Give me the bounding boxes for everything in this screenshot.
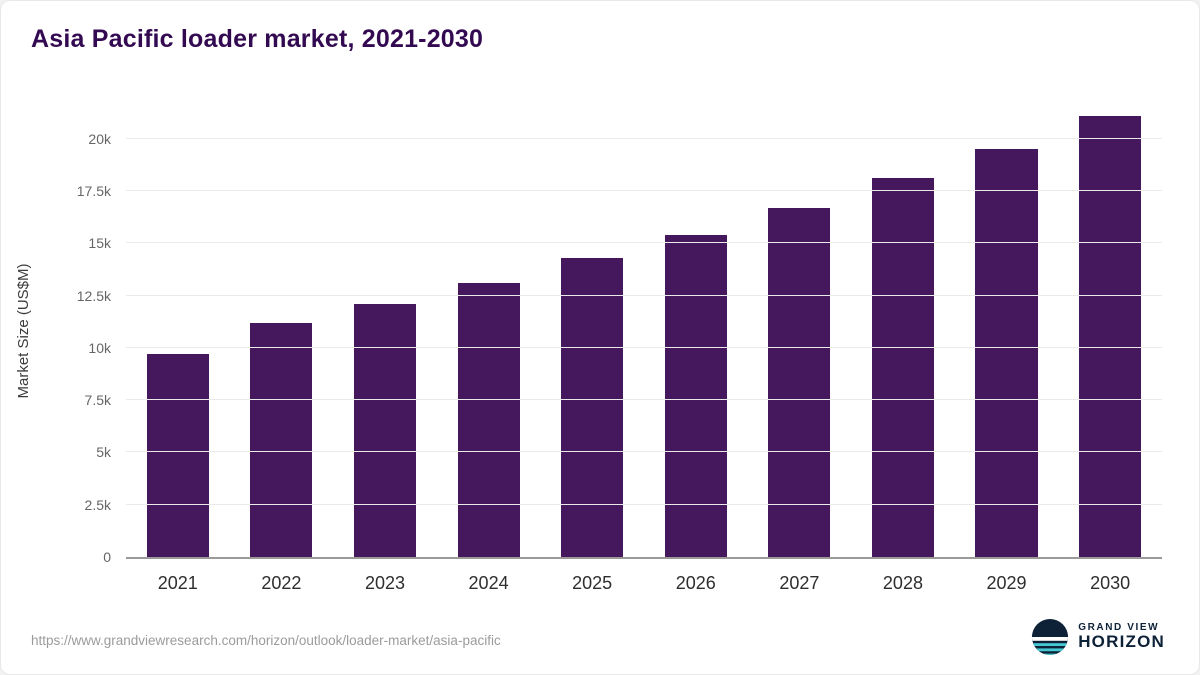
bar-slot xyxy=(851,101,955,557)
bar-slot xyxy=(540,101,644,557)
bar-2027[interactable] xyxy=(768,207,831,557)
bar-2022[interactable] xyxy=(250,322,313,557)
bar-2023[interactable] xyxy=(353,303,417,557)
bar-2025[interactable] xyxy=(561,257,624,557)
y-tick-label: 20k xyxy=(88,130,111,147)
bar-slot xyxy=(1058,101,1162,557)
chart-title: Asia Pacific loader market, 2021-2030 xyxy=(31,25,484,53)
x-tick-label: 2029 xyxy=(986,573,1027,593)
plot-area: 0 2.5k 5k 7.5k 10k 12.5k 15k 17.5k 20k xyxy=(77,101,1162,565)
x-axis-labels: 2021 2022 2023 2024 2025 2026 2027 2028 2029 2030 xyxy=(126,567,1162,597)
x-tick-label: 2030 xyxy=(1090,573,1131,593)
brand-name-top: GRAND VIEW xyxy=(1078,622,1160,634)
bar-slot xyxy=(126,101,230,557)
gridline xyxy=(126,451,1162,453)
x-tick-label: 2021 xyxy=(157,573,198,593)
x-tick-label: 2027 xyxy=(779,573,820,593)
gridline xyxy=(126,189,1162,191)
x-tick-label: 2024 xyxy=(468,573,509,593)
bar-2030[interactable] xyxy=(1079,115,1142,557)
bar-2024[interactable] xyxy=(457,282,520,557)
x-tick-label: 2025 xyxy=(572,573,613,593)
bar-slot xyxy=(437,101,541,557)
y-tick-label: 15k xyxy=(88,235,111,252)
bar-slot xyxy=(748,101,852,557)
y-tick-label: 7.5k xyxy=(84,392,111,409)
y-tick-label: 5k xyxy=(96,444,111,461)
x-tick-label: 2023 xyxy=(364,573,405,593)
y-tick-label: 2.5k xyxy=(84,496,111,513)
y-tick-label: 17.5k xyxy=(76,182,111,199)
source-url: https://www.grandviewresearch.com/horizo… xyxy=(31,633,501,648)
gridline xyxy=(126,137,1162,139)
bar-slot xyxy=(333,101,437,557)
brand-logo: GRAND VIEW HORIZON xyxy=(1031,618,1165,656)
x-tick-label: 2022 xyxy=(261,573,302,593)
bar-slot xyxy=(955,101,1059,557)
grand-view-horizon-icon xyxy=(1032,618,1069,656)
bar-2026[interactable] xyxy=(664,234,727,557)
bar-2021[interactable] xyxy=(146,354,209,557)
x-tick-label: 2026 xyxy=(675,573,716,593)
gridline xyxy=(126,294,1162,296)
gridline xyxy=(126,242,1162,244)
x-tick-label: 2028 xyxy=(882,573,923,593)
gridline xyxy=(126,399,1162,401)
bar-slot xyxy=(644,101,748,557)
y-tick-label: 12.5k xyxy=(76,287,111,304)
y-tick-label: 0 xyxy=(103,549,111,565)
bar-slot xyxy=(230,101,334,557)
bar-2029[interactable] xyxy=(975,149,1038,557)
gridline xyxy=(126,346,1162,348)
y-axis-title: Market Size (US$M) xyxy=(15,263,32,399)
bar-2028[interactable] xyxy=(871,178,935,557)
brand-name-bottom: HORIZON xyxy=(1078,632,1165,652)
gridline xyxy=(126,503,1162,505)
brand-text: GRAND VIEW HORIZON xyxy=(1078,622,1165,652)
y-tick-label: 10k xyxy=(88,339,111,356)
bars-container xyxy=(126,101,1162,557)
